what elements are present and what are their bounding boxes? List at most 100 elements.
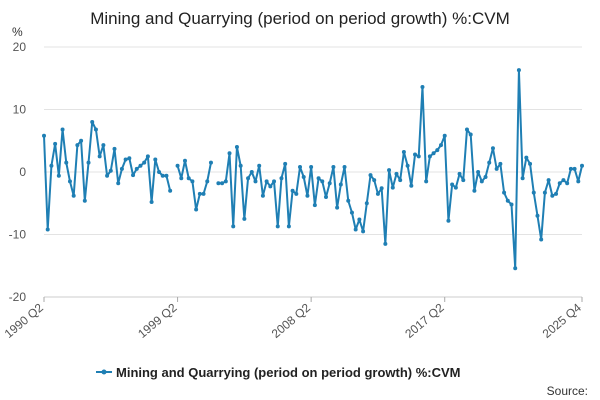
data-point[interactable] bbox=[301, 175, 306, 179]
data-point[interactable] bbox=[164, 173, 169, 178]
data-point[interactable] bbox=[119, 166, 124, 171]
data-point[interactable] bbox=[561, 178, 566, 183]
data-point[interactable] bbox=[483, 175, 488, 179]
data-point[interactable] bbox=[116, 181, 121, 186]
data-point[interactable] bbox=[208, 160, 213, 165]
data-point[interactable] bbox=[60, 127, 65, 132]
data-point[interactable] bbox=[387, 168, 392, 173]
data-point[interactable] bbox=[535, 213, 540, 218]
data-point[interactable] bbox=[238, 163, 243, 168]
data-point[interactable] bbox=[372, 178, 377, 183]
data-point[interactable] bbox=[283, 161, 288, 166]
data-point[interactable] bbox=[487, 160, 492, 165]
data-point[interactable] bbox=[216, 181, 221, 186]
data-point[interactable] bbox=[327, 181, 332, 186]
data-point[interactable] bbox=[580, 163, 584, 168]
data-point[interactable] bbox=[294, 191, 299, 196]
data-point[interactable] bbox=[394, 171, 399, 176]
data-point[interactable] bbox=[153, 157, 158, 162]
data-point[interactable] bbox=[542, 190, 547, 195]
data-point[interactable] bbox=[142, 160, 147, 165]
data-point[interactable] bbox=[320, 179, 325, 184]
data-point[interactable] bbox=[520, 176, 525, 181]
data-point[interactable] bbox=[524, 155, 529, 160]
data-point[interactable] bbox=[305, 193, 310, 198]
data-point[interactable] bbox=[413, 152, 418, 157]
data-point[interactable] bbox=[108, 168, 113, 173]
data-point[interactable] bbox=[335, 205, 340, 210]
data-point[interactable] bbox=[516, 68, 521, 73]
data-point[interactable] bbox=[461, 178, 466, 183]
data-point[interactable] bbox=[353, 227, 358, 232]
data-point[interactable] bbox=[364, 201, 369, 206]
legend[interactable]: Mining and Quarrying (period on period g… bbox=[96, 365, 460, 380]
data-point[interactable] bbox=[234, 145, 239, 149]
data-point[interactable] bbox=[223, 179, 228, 184]
data-point[interactable] bbox=[249, 170, 254, 174]
data-point[interactable] bbox=[64, 160, 69, 165]
data-point[interactable] bbox=[375, 191, 380, 196]
data-point[interactable] bbox=[272, 179, 277, 184]
data-point[interactable] bbox=[316, 176, 321, 181]
data-point[interactable] bbox=[190, 179, 195, 184]
data-point[interactable] bbox=[253, 179, 258, 184]
data-point[interactable] bbox=[220, 181, 225, 186]
data-point[interactable] bbox=[90, 120, 95, 124]
data-point[interactable] bbox=[71, 193, 76, 198]
data-point[interactable] bbox=[431, 151, 436, 156]
data-point[interactable] bbox=[472, 188, 477, 193]
data-point[interactable] bbox=[53, 141, 58, 146]
data-point[interactable] bbox=[490, 146, 495, 151]
data-point[interactable] bbox=[401, 150, 406, 154]
data-point[interactable] bbox=[201, 191, 206, 196]
data-point[interactable] bbox=[442, 133, 447, 138]
data-point[interactable] bbox=[420, 85, 425, 89]
data-point[interactable] bbox=[138, 163, 143, 168]
data-point[interactable] bbox=[531, 190, 536, 195]
data-point[interactable] bbox=[427, 154, 432, 159]
data-point[interactable] bbox=[290, 188, 295, 193]
data-point[interactable] bbox=[546, 178, 551, 183]
data-point[interactable] bbox=[464, 127, 469, 132]
data-point[interactable] bbox=[446, 218, 451, 223]
data-point[interactable] bbox=[368, 173, 373, 178]
data-point[interactable] bbox=[550, 193, 555, 198]
data-point[interactable] bbox=[149, 200, 154, 204]
data-point[interactable] bbox=[97, 154, 102, 159]
data-point[interactable] bbox=[557, 181, 562, 186]
data-point[interactable] bbox=[175, 163, 180, 168]
data-point[interactable] bbox=[502, 190, 507, 195]
data-point[interactable] bbox=[349, 210, 354, 215]
data-point[interactable] bbox=[528, 161, 533, 166]
data-point[interactable] bbox=[576, 179, 581, 184]
data-point[interactable] bbox=[379, 186, 384, 191]
data-point[interactable] bbox=[346, 198, 351, 203]
data-point[interactable] bbox=[435, 148, 440, 153]
data-point[interactable] bbox=[416, 154, 421, 159]
data-point[interactable] bbox=[75, 143, 80, 148]
data-point[interactable] bbox=[398, 178, 403, 183]
data-point[interactable] bbox=[554, 191, 559, 196]
data-point[interactable] bbox=[186, 176, 191, 181]
data-point[interactable] bbox=[286, 224, 291, 229]
data-point[interactable] bbox=[476, 170, 481, 174]
data-point[interactable] bbox=[494, 166, 499, 171]
data-point[interactable] bbox=[479, 179, 484, 184]
data-point[interactable] bbox=[257, 163, 262, 168]
data-point[interactable] bbox=[572, 166, 577, 171]
data-point[interactable] bbox=[123, 157, 128, 162]
data-point[interactable] bbox=[231, 224, 236, 229]
data-point[interactable] bbox=[182, 158, 187, 163]
data-point[interactable] bbox=[246, 176, 251, 181]
data-point[interactable] bbox=[194, 207, 199, 212]
data-point[interactable] bbox=[145, 154, 150, 159]
data-point[interactable] bbox=[101, 143, 106, 148]
data-point[interactable] bbox=[168, 188, 173, 193]
data-point[interactable] bbox=[424, 179, 429, 184]
data-point[interactable] bbox=[568, 166, 573, 171]
data-point[interactable] bbox=[357, 217, 362, 222]
data-point[interactable] bbox=[450, 182, 455, 187]
data-point[interactable] bbox=[45, 227, 50, 232]
data-point[interactable] bbox=[268, 184, 273, 189]
data-point[interactable] bbox=[312, 203, 317, 208]
